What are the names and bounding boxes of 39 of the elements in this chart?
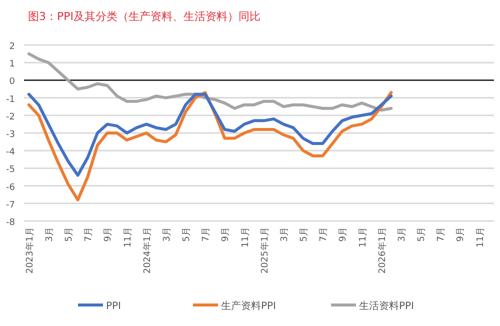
x-tick-label: 2026年1月 (376, 227, 388, 274)
x-tick-label: 11月 (240, 227, 251, 248)
x-tick-label: 5月 (182, 227, 192, 242)
x-tick-label: 3月 (280, 227, 290, 242)
y-tick-label: -2 (6, 112, 15, 122)
y-tick-label: -8 (6, 218, 16, 228)
x-tick-label: 7月 (202, 227, 212, 242)
x-tick-label: 7月 (84, 227, 94, 242)
legend-label: PPI (106, 301, 122, 312)
x-tick-label: 2024年1月 (142, 227, 153, 274)
x-tick-label: 7月 (436, 227, 447, 242)
x-tick-label: 3月 (397, 227, 408, 242)
y-tick-label: 0 (9, 77, 16, 88)
x-tick-label: 11月 (476, 227, 486, 248)
x-tick-label: 3月 (44, 227, 55, 242)
x-tick-label: 5月 (300, 227, 310, 242)
x-tick-label: 2025年1月 (259, 227, 270, 274)
y-tick-label: -3 (6, 130, 15, 140)
x-tick-label: 7月 (319, 227, 330, 242)
x-tick-label: 9月 (456, 227, 466, 242)
x-tick-label: 9月 (104, 227, 114, 242)
y-tick-label: 1 (9, 60, 15, 70)
x-tick-label: 2023年1月 (24, 227, 36, 274)
x-tick-label: 11月 (123, 227, 134, 248)
title: 图3：PPI及其分类（生产资料、生活资料）同比 (28, 10, 261, 23)
x-tick-label: 11月 (358, 227, 368, 248)
y-tick-label: -5 (6, 165, 15, 176)
legend-label: 生产资料PPI (221, 300, 276, 312)
x-tick-label: 9月 (221, 227, 232, 242)
x-tick-label: 3月 (162, 227, 172, 242)
x-tick-label: 5月 (417, 227, 428, 242)
y-tick-label: -7 (6, 200, 15, 210)
y-tick-label: -6 (6, 182, 16, 193)
x-tick-label: 5月 (64, 227, 75, 242)
y-tick-label: 2 (9, 42, 15, 52)
y-tick-label: -4 (6, 148, 16, 158)
y-tick-label: -1 (6, 94, 15, 105)
legend-label: 生活资料PPI (359, 300, 414, 312)
x-tick-label: 9月 (338, 227, 349, 242)
